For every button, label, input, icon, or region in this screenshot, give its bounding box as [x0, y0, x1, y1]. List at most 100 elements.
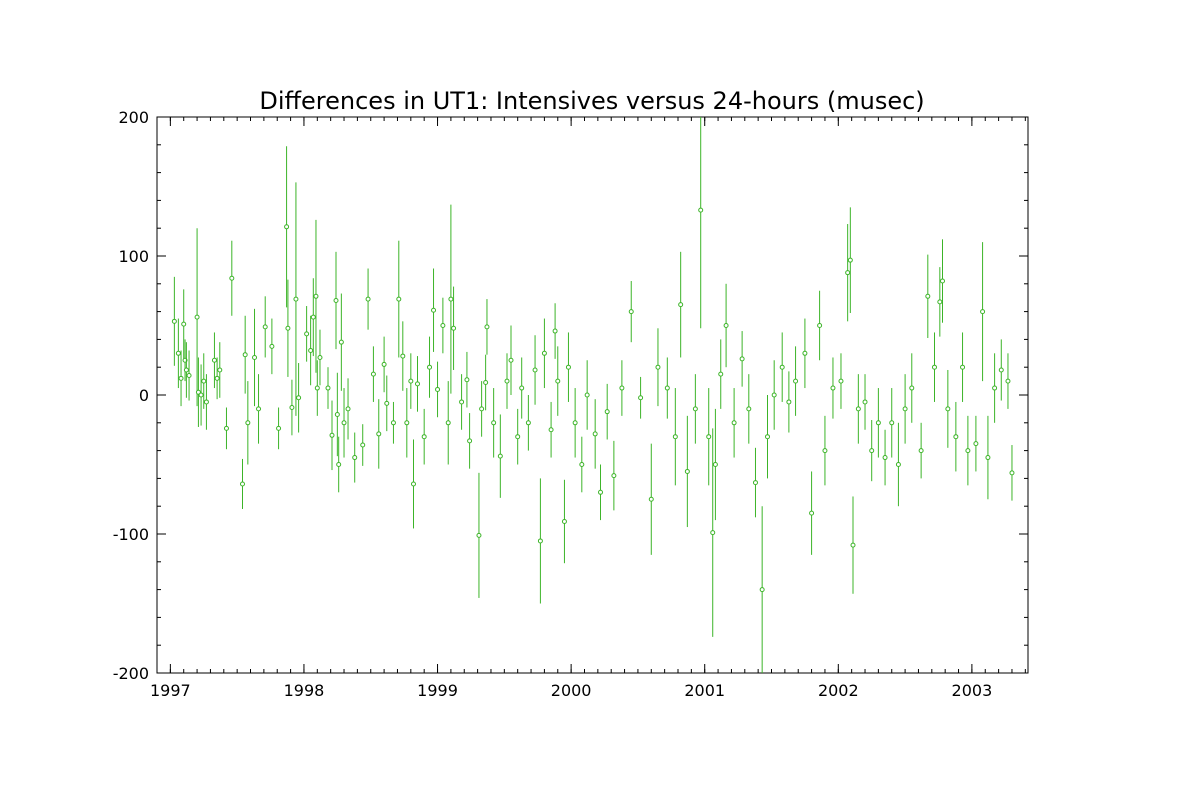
data-point [256, 406, 262, 412]
data-point [1005, 378, 1011, 384]
data-point [245, 420, 251, 426]
data-point [329, 432, 335, 438]
data-point [1009, 470, 1015, 476]
data-point [940, 278, 946, 284]
data-point [276, 425, 282, 431]
data-point [718, 371, 724, 377]
data-point [555, 378, 561, 384]
data-point [584, 392, 590, 398]
data-point [664, 385, 670, 391]
data-point [171, 318, 177, 324]
data-point [541, 350, 547, 356]
data-point [508, 357, 514, 363]
data-point [638, 395, 644, 401]
data-point [396, 296, 402, 302]
data-point [838, 378, 844, 384]
x-tick-label: 2000 [551, 681, 592, 700]
data-point [341, 420, 347, 426]
data-point [285, 325, 291, 331]
data-point [360, 442, 366, 448]
x-tick-label: 1999 [417, 681, 458, 700]
data-point [598, 489, 604, 495]
data-point [739, 356, 745, 362]
data-point [445, 420, 451, 426]
data-point [998, 367, 1004, 373]
data-point [451, 325, 457, 331]
data-point [572, 420, 578, 426]
data-point [325, 385, 331, 391]
data-point [561, 518, 567, 524]
data-point [414, 381, 420, 387]
data-point [925, 293, 931, 299]
data-point [909, 385, 915, 391]
data-point [304, 331, 310, 337]
data-point [953, 434, 959, 440]
data-point [214, 375, 220, 381]
data-point [706, 434, 712, 440]
data-point [504, 378, 510, 384]
data-point [965, 448, 971, 454]
data-point [203, 399, 209, 405]
data-point [491, 420, 497, 426]
data-point [376, 431, 382, 437]
data-point [400, 353, 406, 359]
data-point [310, 314, 316, 320]
y-tick-label: 200 [118, 108, 149, 127]
data-point [308, 348, 314, 354]
data-point [483, 379, 489, 385]
data-point [293, 296, 299, 302]
data-point [619, 385, 625, 391]
y-tick-label: 100 [118, 247, 149, 266]
data-point [484, 324, 490, 330]
data-point [390, 420, 396, 426]
data-point [973, 441, 979, 447]
data-point [710, 530, 716, 536]
data-point [410, 481, 416, 487]
data-point [334, 411, 340, 417]
data-point [604, 409, 610, 415]
data-point [181, 321, 187, 327]
data-point [771, 392, 777, 398]
data-point [252, 354, 258, 360]
x-tick-label: 1998 [284, 681, 325, 700]
data-point [537, 538, 543, 544]
data-point [845, 270, 851, 276]
data-point [186, 373, 192, 379]
data-point [759, 587, 765, 593]
data-point [830, 385, 836, 391]
data-point [338, 339, 344, 345]
data-point [336, 462, 342, 467]
data-point [435, 386, 441, 392]
data-point [855, 406, 861, 412]
data-point [817, 323, 823, 328]
data-point [960, 364, 966, 370]
data-point [467, 438, 473, 444]
data-point [431, 307, 437, 313]
data-point [217, 367, 223, 373]
data-point [712, 462, 718, 467]
data-point [313, 293, 319, 299]
data-point [314, 385, 320, 391]
data-point [918, 448, 924, 454]
data-point [723, 323, 729, 328]
data-point [345, 406, 351, 412]
data-point [194, 314, 200, 320]
data-point [289, 405, 295, 411]
data-point [242, 352, 248, 358]
data-point [211, 357, 217, 363]
data-point [178, 375, 184, 381]
data-point [902, 406, 908, 412]
data-point [684, 468, 690, 474]
data-point [847, 257, 853, 263]
data-point [421, 434, 427, 440]
data-point [895, 462, 901, 467]
data-point [201, 378, 207, 384]
data-point [809, 510, 815, 516]
data-point [678, 302, 684, 308]
x-tick-label: 2002 [818, 681, 859, 700]
data-point [408, 378, 414, 384]
data-point [802, 350, 808, 356]
data-point [262, 324, 268, 330]
